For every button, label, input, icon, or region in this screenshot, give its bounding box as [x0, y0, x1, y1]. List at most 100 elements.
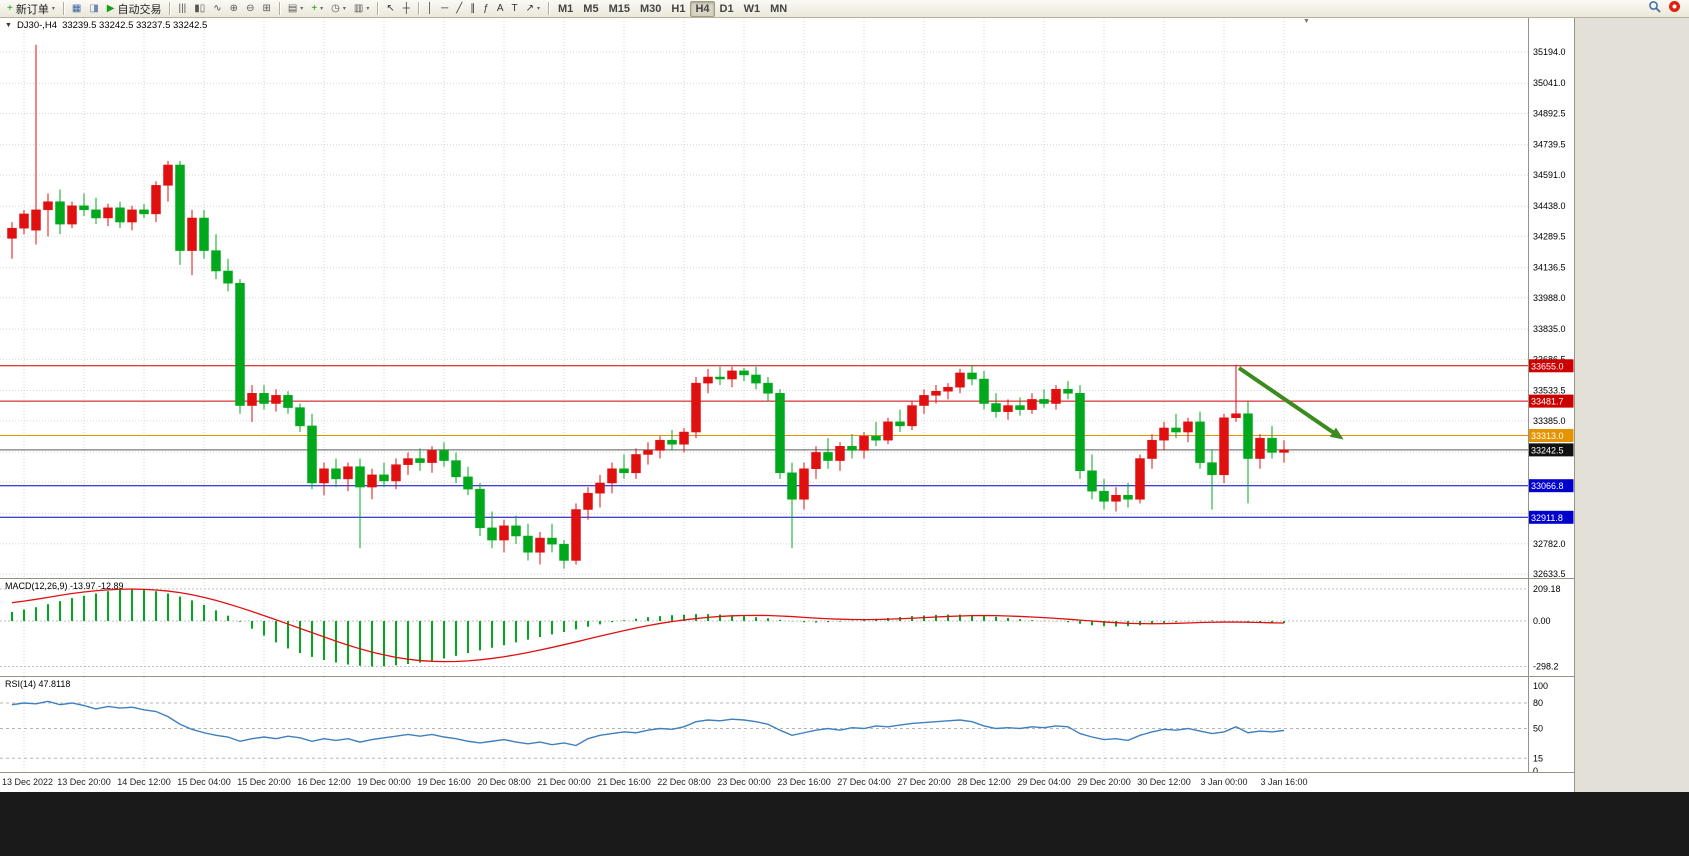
- panel-separator[interactable]: [0, 578, 1574, 579]
- tf-m15-button[interactable]: M15: [604, 1, 635, 17]
- candle-body: [763, 382, 773, 394]
- templates-button[interactable]: ▥ ▾: [350, 1, 373, 17]
- rsi-axis-label: 0: [1533, 766, 1538, 772]
- zoom-in-button[interactable]: ⊕: [226, 1, 242, 17]
- chart-symbol-period: DJ30-,H4: [16, 20, 58, 31]
- arrows-tool-button[interactable]: ↗ ▾: [522, 1, 544, 17]
- panel-separator[interactable]: [0, 676, 1574, 677]
- candle-body: [595, 482, 605, 494]
- panel-separator: [0, 772, 1574, 773]
- text-button[interactable]: A: [493, 1, 508, 17]
- candle-body: [991, 403, 1001, 412]
- macd-panel[interactable]: 209.18 0.00 -298.2: [0, 579, 1574, 676]
- clock-icon: ◷: [331, 2, 340, 14]
- macd-signal-line: [11, 588, 1285, 663]
- candle-body: [1111, 494, 1121, 502]
- candle-body: [91, 209, 101, 219]
- chart-shift-marker[interactable]: ▼: [1303, 18, 1310, 25]
- candle-body: [499, 525, 509, 541]
- tf-mn-button[interactable]: MN: [765, 1, 792, 17]
- candle-body: [319, 468, 329, 484]
- tile-windows-icon: ⊞: [262, 2, 271, 14]
- tile-windows-button[interactable]: ⊞: [258, 1, 274, 17]
- price-axis-label: 33533.5: [1533, 386, 1566, 396]
- candle-body: [1219, 417, 1229, 476]
- horizontal-line-button[interactable]: ─: [437, 1, 452, 17]
- indicators-button[interactable]: + ▾: [307, 1, 327, 17]
- candle-body: [439, 450, 449, 461]
- candle-body: [979, 378, 989, 404]
- bar-chart-icon: |||: [178, 2, 187, 14]
- search-icon[interactable]: [1648, 0, 1661, 18]
- price-axis-label: 34438.0: [1533, 201, 1566, 211]
- time-axis-label: 28 Dec 12:00: [957, 777, 1011, 787]
- text-label-button[interactable]: T: [507, 1, 521, 17]
- tf-m1-button[interactable]: M1: [553, 1, 578, 17]
- candle-body: [1027, 399, 1037, 410]
- candle-body: [883, 421, 893, 441]
- candle-body: [67, 205, 77, 225]
- channel-button[interactable]: ∥: [466, 1, 479, 17]
- time-axis-label: 16 Dec 12:00: [297, 777, 351, 787]
- candle-body: [1039, 399, 1049, 404]
- time-axis-label: 14 Dec 12:00: [117, 777, 171, 787]
- tf-d1-button[interactable]: D1: [715, 1, 739, 17]
- zoom-out-button[interactable]: ⊖: [242, 1, 258, 17]
- trendline-button[interactable]: ╱: [452, 1, 466, 17]
- candle-body: [175, 164, 185, 251]
- tf-w1-button[interactable]: W1: [739, 1, 766, 17]
- candle-body: [559, 543, 569, 561]
- arrange-charts-button[interactable]: ▤ ▾: [284, 1, 307, 17]
- chart-ohlc-values: 33239.5 33242.5 33237.5 33242.5: [62, 20, 208, 31]
- main-chart[interactable]: 35194.0 35041.0 34892.5 34739.5 34591.0 34438…: [0, 18, 1574, 578]
- candle-body: [967, 372, 977, 380]
- candle-body: [1087, 470, 1097, 492]
- vertical-line-button[interactable]: │: [423, 1, 437, 17]
- tf-h4-button[interactable]: H4: [690, 0, 715, 17]
- candle-body: [691, 382, 701, 433]
- time-axis[interactable]: 13 Dec 2022 13 Dec 20:00 14 Dec 12:00 15 De…: [0, 773, 1574, 792]
- line-chart-button[interactable]: ∿: [209, 1, 225, 17]
- time-axis-label: 21 Dec 00:00: [537, 777, 591, 787]
- chart-menu-icon[interactable]: ▼: [5, 22, 12, 29]
- bar-chart-button[interactable]: |||: [174, 1, 190, 17]
- tf-m5-button[interactable]: M5: [578, 1, 603, 17]
- rsi-line: [11, 700, 1285, 747]
- alert-icon[interactable]: [1668, 0, 1681, 18]
- periods-button[interactable]: ◷ ▾: [327, 1, 350, 17]
- price-axis-label: 34591.0: [1533, 170, 1566, 180]
- fibonacci-button[interactable]: ƒ: [479, 1, 493, 17]
- time-axis-label: 22 Dec 08:00: [657, 777, 711, 787]
- price-badge: [1528, 429, 1574, 443]
- horizontal-line-icon: ─: [441, 2, 449, 14]
- candle-body: [1171, 427, 1181, 433]
- trend-arrow[interactable]: [1237, 366, 1339, 437]
- indicator-add-icon: +: [311, 2, 318, 14]
- autotrading-button[interactable]: ▶ 自动交易: [103, 1, 166, 17]
- new-order-button[interactable]: + 新订单 ▾: [3, 1, 59, 17]
- candlestick-chart-button[interactable]: ▮▯: [190, 1, 209, 17]
- tf-m30-button[interactable]: M30: [635, 1, 666, 17]
- candle-body: [1003, 405, 1013, 412]
- dropdown-caret-icon: ▾: [366, 6, 370, 12]
- candle-body: [607, 468, 617, 484]
- rsi-label: RSI(14) 47.8118: [5, 679, 71, 689]
- tf-m1-button-label: M1: [558, 2, 574, 15]
- candle-body: [1051, 388, 1061, 404]
- macd-axis-label: -298.2: [1533, 662, 1559, 672]
- candle-body: [547, 537, 557, 545]
- vertical-line-icon: │: [426, 2, 434, 14]
- candlestick-icon: ▮▯: [194, 2, 206, 14]
- market-watch-button[interactable]: ▦: [68, 1, 85, 17]
- rsi-panel[interactable]: 100 80 50 15 0: [0, 677, 1574, 772]
- dropdown-caret-icon: ▾: [320, 6, 324, 12]
- crosshair-button[interactable]: ┼: [399, 1, 414, 17]
- price-badge: [1528, 510, 1574, 524]
- price-axis-label: 32782.0: [1533, 539, 1566, 549]
- data-window-button[interactable]: ◨: [85, 1, 102, 17]
- toolbar-right: [1648, 0, 1686, 18]
- tf-h1-button[interactable]: H1: [666, 1, 690, 17]
- toolbar-separator: [278, 2, 280, 15]
- cursor-button[interactable]: ↖: [382, 1, 398, 17]
- time-axis-label: 29 Dec 20:00: [1077, 777, 1131, 787]
